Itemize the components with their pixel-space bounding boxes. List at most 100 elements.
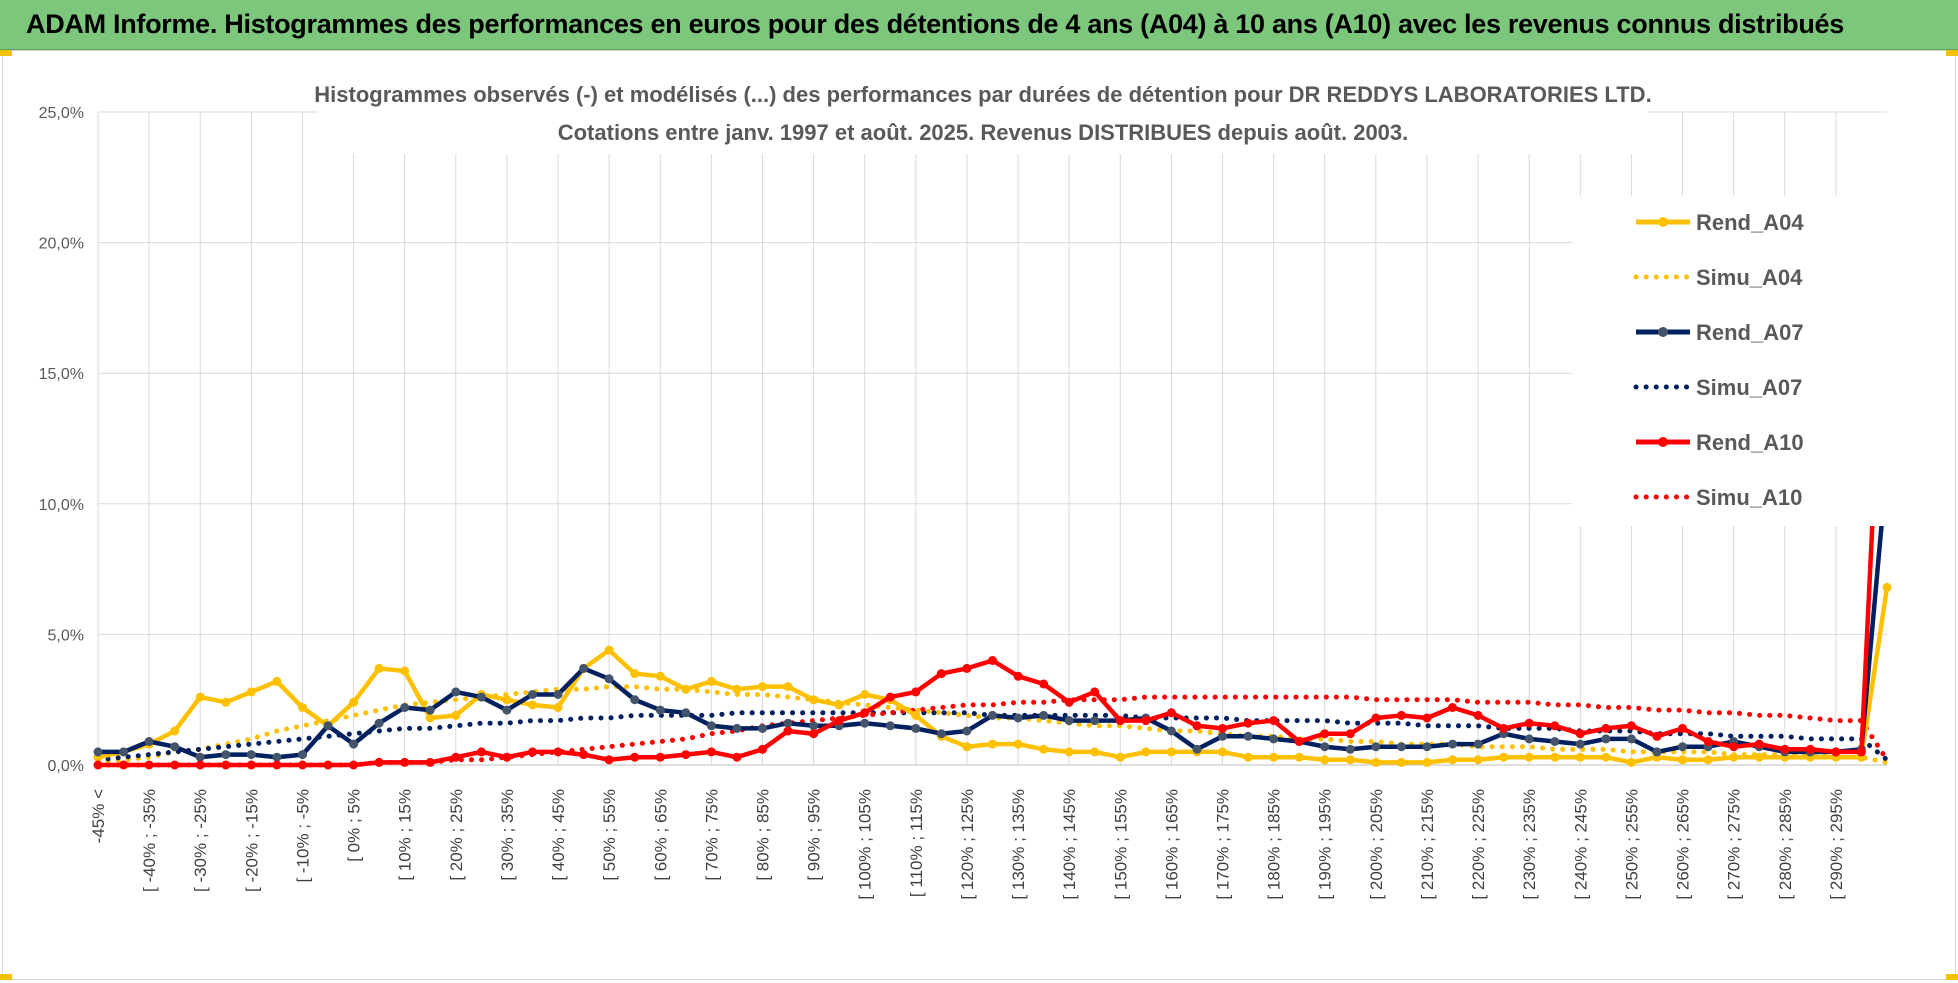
data-point-rend-a07 <box>732 723 742 733</box>
data-point-rend-a10 <box>1090 687 1100 697</box>
data-point-rend-a10 <box>349 760 359 770</box>
data-point-rend-a04 <box>1141 747 1151 757</box>
data-point-rend-a04 <box>1754 752 1764 762</box>
data-point-rend-a07 <box>1601 734 1611 744</box>
data-point-rend-a04 <box>630 669 640 679</box>
data-point-rend-a04 <box>655 671 665 681</box>
data-point-rend-a04 <box>1166 747 1176 757</box>
data-point-rend-a10 <box>1729 742 1739 752</box>
data-point-rend-a04 <box>1499 752 1509 762</box>
data-point-rend-a07 <box>1192 744 1202 754</box>
x-tick-label: [ 10% ; 15% <box>396 789 415 881</box>
data-point-rend-a04 <box>1115 752 1125 762</box>
data-point-rend-a04 <box>1345 755 1355 765</box>
data-point-rend-a04 <box>1575 752 1585 762</box>
data-point-rend-a04 <box>1678 755 1687 765</box>
corner-mark-top-right <box>1946 50 1958 56</box>
x-tick-label: [ 200% ; 205% <box>1367 789 1386 900</box>
data-point-rend-a04 <box>732 684 742 694</box>
x-tick-label: [ 180% ; 185% <box>1265 789 1284 900</box>
x-axis: -45% < [ -40% ; -35% [ -30% ; -25% [ -20% ;… <box>89 764 1887 900</box>
data-point-rend-a07 <box>911 723 921 733</box>
data-point-rend-a04 <box>758 682 767 692</box>
data-point-rend-a10 <box>1575 729 1585 739</box>
x-tick-label: [ 130% ; 135% <box>1009 789 1028 900</box>
data-point-rend-a07 <box>1345 744 1355 754</box>
x-tick-label: [ 160% ; 165% <box>1162 789 1181 900</box>
data-point-rend-a10 <box>246 760 256 770</box>
data-point-rend-a10 <box>1013 671 1023 681</box>
data-point-rend-a04 <box>988 739 997 749</box>
data-point-rend-a07 <box>1371 742 1381 752</box>
data-point-rend-a04 <box>911 710 921 720</box>
data-point-rend-a10 <box>144 760 154 770</box>
data-point-rend-a10 <box>1678 723 1687 733</box>
data-point-rend-a04 <box>349 697 359 707</box>
data-point-rend-a07 <box>579 663 589 673</box>
data-point-rend-a04 <box>528 700 537 710</box>
x-tick-label: [ 20% ; 25% <box>447 789 466 881</box>
data-point-rend-a10 <box>783 726 793 736</box>
x-tick-label: [ 60% ; 65% <box>651 789 670 881</box>
legend-label-rend-a10: Rend_A10 <box>1696 430 1804 455</box>
data-point-rend-a07 <box>119 747 129 757</box>
data-point-rend-a10 <box>1039 679 1049 689</box>
data-point-rend-a04 <box>681 684 691 694</box>
data-point-rend-a07 <box>1269 734 1279 744</box>
data-point-rend-a04 <box>1320 755 1330 765</box>
x-tick-label: -45% < <box>89 789 108 843</box>
x-tick-label: [ 190% ; 195% <box>1316 789 1335 900</box>
data-point-rend-a10 <box>1294 737 1304 746</box>
data-point-rend-a07 <box>655 705 665 715</box>
y-tick-label: 25,0% <box>39 105 84 122</box>
x-tick-label: [ 270% ; 275% <box>1725 789 1744 900</box>
data-point-rend-a10 <box>400 757 410 767</box>
data-point-rend-a10 <box>1780 744 1790 754</box>
data-point-rend-a07 <box>1320 742 1330 752</box>
data-point-rend-a07 <box>1575 739 1585 749</box>
data-point-rend-a10 <box>1115 716 1125 726</box>
data-point-rend-a04 <box>809 695 819 705</box>
data-point-rend-a07 <box>1218 731 1227 741</box>
y-tick-label: 15,0% <box>39 366 84 383</box>
x-tick-label: [ -40% ; -35% <box>140 789 159 892</box>
chart-title: Histogrammes observés (-) et modélisés (… <box>314 82 1651 107</box>
data-point-rend-a10 <box>1422 713 1432 723</box>
x-tick-label: [ 110% ; 115% <box>907 789 926 897</box>
data-point-rend-a07 <box>195 752 205 762</box>
data-point-rend-a04 <box>553 703 563 712</box>
corner-mark-bottom-left <box>0 974 12 980</box>
data-point-rend-a04 <box>1013 739 1023 749</box>
data-point-rend-a04 <box>272 676 282 686</box>
data-point-rend-a04 <box>706 676 716 686</box>
data-point-rend-a04 <box>246 687 256 697</box>
data-point-rend-a07 <box>1243 731 1253 741</box>
data-point-rend-a10 <box>1626 721 1636 731</box>
x-tick-label: [ -10% ; -5% <box>293 789 312 883</box>
data-point-rend-a10 <box>988 656 997 665</box>
data-point-rend-a07 <box>936 729 946 739</box>
data-point-rend-a04 <box>1882 582 1892 592</box>
data-point-rend-a04 <box>298 703 307 712</box>
y-tick-label: 0,0% <box>48 758 84 775</box>
data-point-rend-a07 <box>221 750 231 760</box>
data-point-rend-a07 <box>272 752 282 762</box>
data-point-rend-a07 <box>400 703 410 712</box>
data-point-rend-a07 <box>962 726 972 736</box>
data-point-rend-a07 <box>425 705 435 715</box>
data-point-rend-a04 <box>1090 747 1100 757</box>
data-point-rend-a07 <box>630 695 640 705</box>
data-point-rend-a04 <box>170 726 180 736</box>
data-point-rend-a10 <box>1320 729 1330 739</box>
data-point-rend-a04 <box>1626 757 1636 767</box>
data-point-rend-a07 <box>1652 747 1662 757</box>
data-point-rend-a10 <box>758 744 767 754</box>
data-point-rend-a04 <box>834 700 844 710</box>
x-tick-label: [ 50% ; 55% <box>600 789 619 881</box>
data-point-rend-a04 <box>451 710 461 720</box>
data-point-rend-a07 <box>706 721 716 731</box>
series-line-simu-a10 <box>95 694 1890 768</box>
data-point-rend-a07 <box>1473 739 1483 749</box>
legend-label-rend-a04: Rend_A04 <box>1696 210 1804 235</box>
data-point-rend-a07 <box>502 705 512 715</box>
